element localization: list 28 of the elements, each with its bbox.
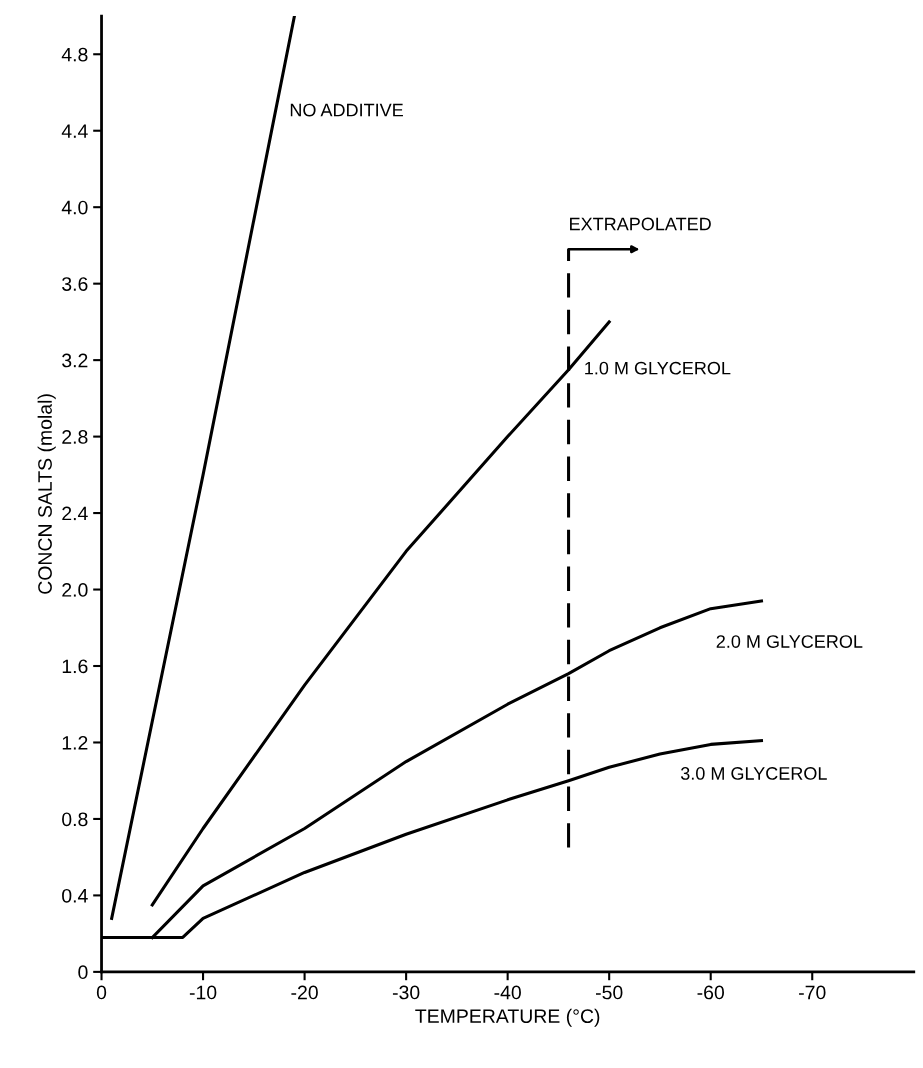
y-tick-label: 3.2 [62, 353, 88, 368]
x-axis-title: TEMPERATURE (°C) [415, 1008, 600, 1027]
y-tick-label: 2.4 [62, 506, 88, 521]
y-tick-label: 1.2 [62, 735, 88, 750]
y-tick-label: 0.8 [62, 812, 88, 827]
y-tick-label: 2.8 [62, 430, 88, 444]
x-tick-label: -70 [799, 985, 826, 1000]
series-label: 3.0 M GLYCEROL [680, 767, 827, 780]
y-tick-label: 4.8 [61, 47, 88, 62]
x-tick-label: -50 [595, 985, 623, 1000]
y-tick-label: 0.4 [62, 888, 88, 903]
series-label: 2.0 M GLYCEROL [716, 635, 863, 648]
x-tick-label: -30 [392, 985, 420, 1000]
series-label: 1.0 M GLYCEROL [585, 361, 731, 375]
x-tick-label: -10 [189, 985, 217, 1000]
x-tick-label: -60 [697, 985, 724, 1000]
y-tick-label: 2.0 [62, 583, 88, 597]
y-tick-label: 4.0 [61, 200, 88, 215]
x-tick-label: 0 [96, 985, 107, 1000]
y-axis-title: CONCN SALTS (molal) [37, 394, 56, 594]
x-tick-label: -40 [494, 985, 521, 1000]
y-tick-label: 3.6 [62, 277, 88, 291]
y-tick-label: 0 [78, 965, 88, 980]
series-label: NO ADDITIVE [290, 103, 403, 117]
ref-line-label: EXTRAPOLATED [570, 217, 711, 231]
y-tick-label: 1.6 [62, 659, 88, 674]
x-tick-label: -20 [291, 985, 318, 1000]
y-tick-label: 4.4 [61, 124, 88, 138]
